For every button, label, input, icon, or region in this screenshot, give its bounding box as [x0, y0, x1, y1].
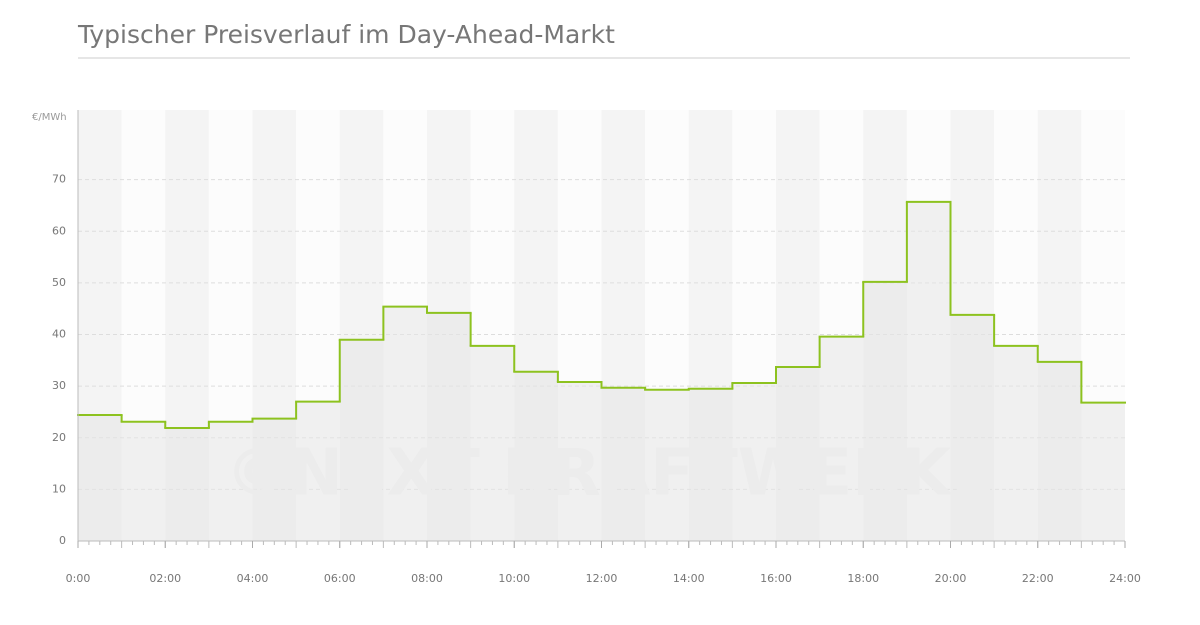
area-step — [78, 415, 122, 541]
area-step — [732, 383, 776, 541]
y-tick-label: 70 — [52, 173, 66, 186]
area-step — [645, 389, 689, 541]
x-tick-label: 08:00 — [411, 572, 443, 585]
x-tick-label: 12:00 — [586, 572, 618, 585]
x-tick-label: 0:00 — [66, 572, 91, 585]
y-tick-label: 20 — [52, 431, 66, 444]
area-step — [514, 371, 558, 541]
watermark: ©NEXT KRAFTWERKE — [225, 437, 994, 511]
x-tick-label: 04:00 — [237, 572, 269, 585]
area-step — [208, 421, 253, 541]
area-step — [296, 401, 340, 541]
y-axis-label: €/MWh — [32, 112, 67, 123]
area-step — [252, 418, 297, 541]
y-tick-label: 50 — [52, 276, 66, 289]
area-step — [1037, 361, 1082, 541]
x-tick-label: 22:00 — [1022, 572, 1054, 585]
x-tick-label: 18:00 — [847, 572, 879, 585]
area-step — [470, 345, 515, 541]
area-step — [557, 382, 602, 541]
area-step — [994, 345, 1038, 541]
area — [78, 201, 1125, 541]
series — [77, 200, 1126, 429]
x-tick-label: 10:00 — [498, 572, 530, 585]
x-tick-label: 20:00 — [935, 572, 967, 585]
y-tick-label: 30 — [52, 379, 66, 392]
area-step — [776, 367, 820, 541]
area-step — [906, 201, 951, 541]
y-tick-label: 10 — [52, 482, 66, 495]
chart-title: Typischer Preisverlauf im Day-Ahead-Mark… — [77, 20, 615, 49]
area-step — [121, 421, 166, 541]
area-step — [339, 339, 384, 541]
area-step — [863, 281, 907, 541]
area-step — [819, 336, 864, 541]
area-step — [688, 388, 733, 541]
y-tick-label: 40 — [52, 328, 66, 341]
y-tick-label: 0 — [59, 534, 66, 547]
axes: 0 10 20 30 40 50 60 70 0:00 02:00 04:00 06:00 08:00 1… — [52, 110, 1141, 585]
area-step — [601, 387, 646, 541]
area-step — [165, 427, 209, 541]
x-tick-label: 06:00 — [324, 572, 356, 585]
x-tick-label: 14:00 — [673, 572, 705, 585]
y-tick-label: 60 — [52, 224, 66, 237]
area-step — [1081, 402, 1125, 541]
area-step — [950, 314, 995, 541]
area-step — [383, 306, 427, 541]
area-step — [427, 312, 471, 541]
x-tick-label: 24:00 — [1109, 572, 1141, 585]
x-tick-label: 16:00 — [760, 572, 792, 585]
x-tick-label: 02:00 — [149, 572, 181, 585]
